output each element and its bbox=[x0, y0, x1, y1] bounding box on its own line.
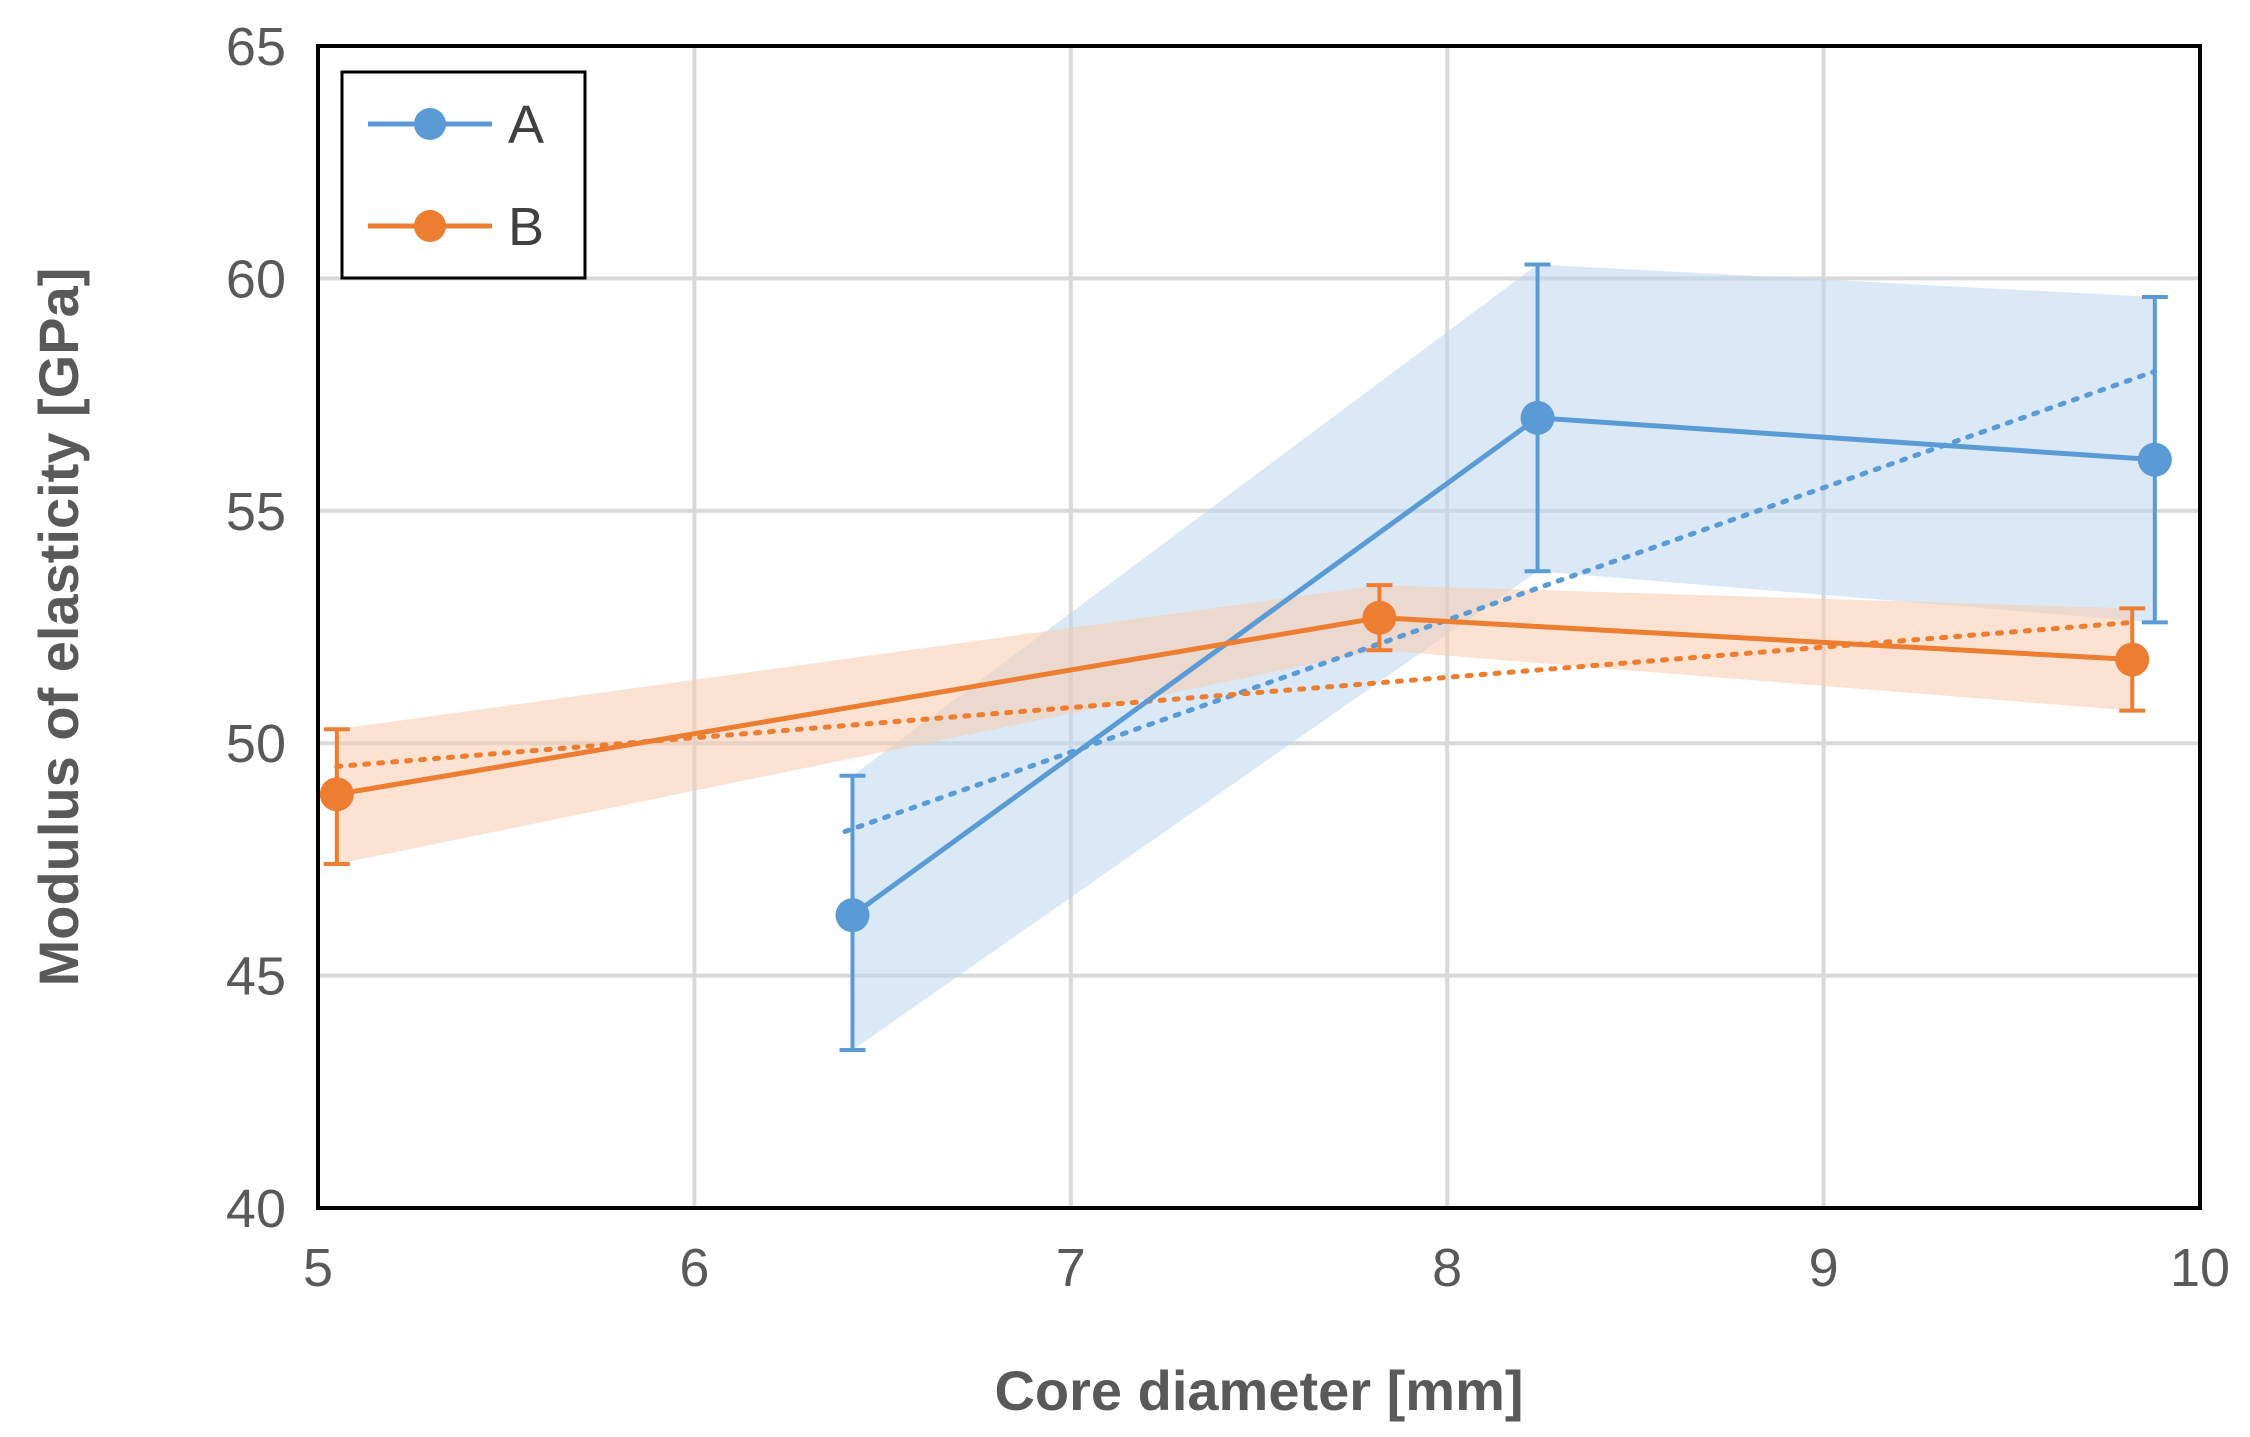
x-tick-label-10: 10 bbox=[2170, 1238, 2230, 1298]
legend-marker-a bbox=[414, 108, 446, 140]
y-tick-label-40: 40 bbox=[226, 1179, 286, 1239]
x-tick-label-7: 7 bbox=[1056, 1238, 1086, 1298]
x-tick-label-5: 5 bbox=[303, 1238, 333, 1298]
band-a bbox=[852, 264, 2155, 1050]
y-tick-label-45: 45 bbox=[226, 947, 286, 1007]
x-tick-label-9: 9 bbox=[1809, 1238, 1839, 1298]
x-tick-label-8: 8 bbox=[1432, 1238, 1462, 1298]
confidence-bands bbox=[336, 264, 2155, 1050]
legend-box bbox=[340, 70, 587, 280]
legend-label-b: B bbox=[508, 197, 544, 257]
point-a-1 bbox=[1520, 400, 1555, 435]
point-b-1 bbox=[1362, 600, 1397, 635]
band-b bbox=[336, 585, 2133, 865]
y-tick-label-55: 55 bbox=[226, 482, 286, 542]
point-b-0 bbox=[319, 777, 354, 812]
y-axis-title: Modulus of elasticity [GPa] bbox=[27, 268, 90, 987]
y-tick-label-65: 65 bbox=[226, 17, 286, 77]
legend-marker-b bbox=[414, 210, 446, 242]
legend: A B bbox=[340, 70, 587, 280]
plot-frame bbox=[316, 44, 2202, 1210]
data-points bbox=[319, 400, 2172, 933]
x-axis-title: Core diameter [mm] bbox=[994, 1359, 1523, 1422]
point-b-2 bbox=[2115, 642, 2150, 677]
legend-label-a: A bbox=[508, 95, 544, 155]
point-a-2 bbox=[2137, 442, 2172, 477]
y-tick-label-60: 60 bbox=[226, 249, 286, 309]
point-a-0 bbox=[835, 898, 870, 933]
x-tick-label-6: 6 bbox=[679, 1238, 709, 1298]
tick-labels: 5 6 7 8 9 10 40 45 50 55 60 65 bbox=[226, 17, 2230, 1298]
y-tick-label-50: 50 bbox=[226, 714, 286, 774]
